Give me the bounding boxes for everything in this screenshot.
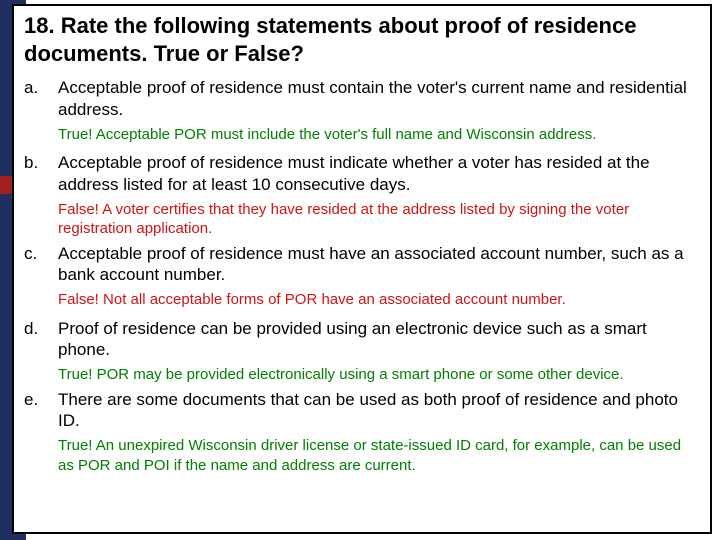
list-item: e. There are some documents that can be … [24,389,700,482]
item-statement: There are some documents that can be use… [58,389,700,433]
list-item: b. Acceptable proof of residence must in… [24,152,700,241]
list-item: c. Acceptable proof of residence must ha… [24,243,700,316]
item-answer: True! An unexpired Wisconsin driver lice… [58,436,700,475]
list-item: a. Acceptable proof of residence must co… [24,77,700,150]
item-body: Acceptable proof of residence must indic… [58,152,700,241]
slide: 18. Rate the following statements about … [0,0,720,540]
slide-title: 18. Rate the following statements about … [24,12,700,67]
item-statement: Acceptable proof of residence must indic… [58,152,700,196]
item-statement: Acceptable proof of residence must have … [58,243,700,287]
item-answer: False! Not all acceptable forms of POR h… [58,290,700,310]
items-list: a. Acceptable proof of residence must co… [24,77,700,481]
item-label: b. [24,152,58,173]
item-statement: Proof of residence can be provided using… [58,318,700,362]
item-body: Proof of residence can be provided using… [58,318,700,387]
item-label: d. [24,318,58,339]
item-answer: True! Acceptable POR must include the vo… [58,125,700,145]
item-label: e. [24,389,58,410]
list-item: d. Proof of residence can be provided us… [24,318,700,387]
item-body: Acceptable proof of residence must conta… [58,77,700,150]
item-label: c. [24,243,58,264]
item-statement: Acceptable proof of residence must conta… [58,77,700,121]
item-label: a. [24,77,58,98]
item-answer: False! A voter certifies that they have … [58,200,700,239]
item-body: Acceptable proof of residence must have … [58,243,700,316]
item-answer: True! POR may be provided electronically… [58,365,700,385]
content-frame: 18. Rate the following statements about … [12,4,712,534]
item-body: There are some documents that can be use… [58,389,700,482]
